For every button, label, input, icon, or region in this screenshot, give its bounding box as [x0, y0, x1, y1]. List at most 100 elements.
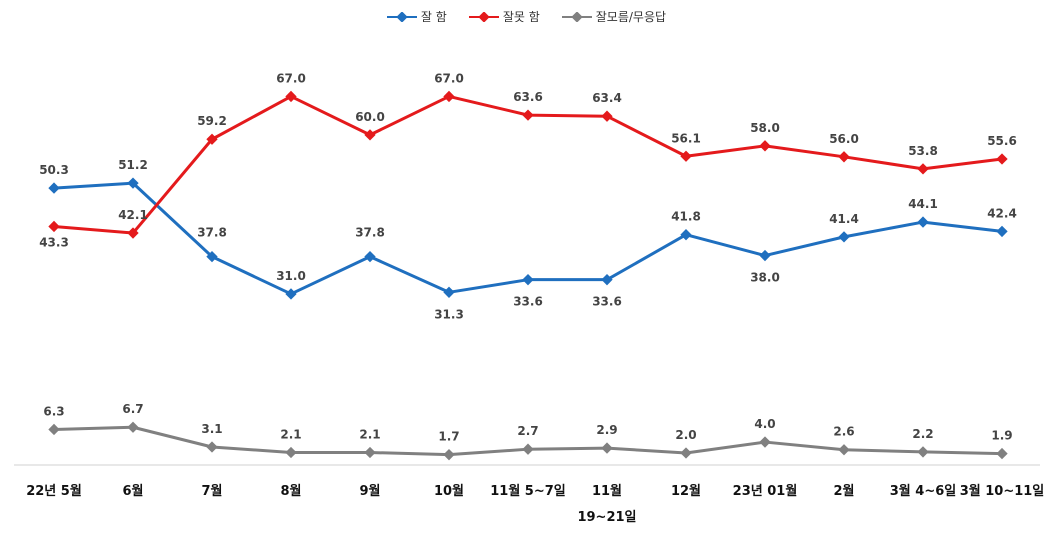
legend-item-unknown: 잘모름/무응답	[561, 8, 667, 25]
legend-label-good: 잘 함	[420, 10, 447, 24]
data-label-s1-6: 63.6	[513, 90, 543, 104]
x-tick-label-5: 10월	[434, 483, 464, 499]
data-point-s0-10	[838, 231, 850, 243]
data-point-s2-4	[364, 446, 376, 459]
data-point-s1-6	[522, 109, 534, 121]
data-label-s2-5: 1.7	[438, 430, 459, 444]
x-tick-label-9: 23년 01월	[733, 483, 798, 499]
data-point-s1-10	[838, 151, 850, 163]
data-point-s0-11	[917, 216, 929, 228]
data-point-s0-0	[48, 182, 60, 194]
data-point-s1-11	[917, 163, 929, 175]
x-tick-label-2: 7월	[201, 483, 222, 499]
data-label-s2-11: 2.2	[912, 427, 933, 441]
data-label-s1-3: 67.0	[276, 71, 306, 85]
chart-legend: 잘 함 잘못 함 잘모름/무응답	[0, 8, 1053, 25]
x-tick-sublabel-7: 19~21일	[577, 510, 636, 525]
data-label-s2-6: 2.7	[517, 424, 538, 438]
data-label-s1-12: 55.6	[987, 134, 1017, 148]
data-label-s0-12: 42.4	[987, 206, 1017, 220]
data-label-s2-3: 2.1	[280, 427, 301, 441]
x-tick-label-8: 12월	[671, 483, 701, 499]
data-label-s1-1: 42.1	[118, 208, 148, 222]
data-point-s1-12	[996, 153, 1008, 165]
data-label-s0-1: 51.2	[118, 158, 148, 172]
data-label-s2-2: 3.1	[201, 422, 222, 436]
data-label-s2-8: 2.0	[675, 428, 696, 442]
data-label-s2-12: 1.9	[991, 429, 1012, 443]
x-tick-label-6: 11월 5~7일	[490, 483, 566, 499]
legend-swatch-unknown	[561, 11, 592, 22]
data-point-s0-1	[127, 177, 139, 189]
data-point-s1-7	[601, 110, 613, 122]
data-point-s2-11	[917, 446, 929, 458]
data-label-s1-5: 67.0	[434, 71, 464, 85]
data-label-s2-1: 6.7	[122, 402, 143, 416]
data-point-s2-12	[996, 447, 1008, 460]
data-label-s0-7: 33.6	[592, 295, 622, 309]
data-label-s1-11: 53.8	[908, 144, 938, 158]
data-label-s2-0: 6.3	[43, 404, 64, 418]
legend-swatch-good	[386, 11, 417, 22]
data-label-s0-6: 33.6	[513, 295, 543, 309]
data-point-s2-0	[48, 423, 60, 436]
data-point-s1-0	[48, 220, 60, 233]
data-label-s1-4: 60.0	[355, 110, 385, 124]
legend-item-bad: 잘못 함	[468, 8, 540, 25]
x-tick-label-7: 11월	[592, 483, 622, 499]
legend-label-bad: 잘못 함	[502, 10, 540, 24]
data-point-s1-4	[364, 129, 376, 141]
legend-swatch-bad	[468, 11, 499, 22]
data-point-s0-12	[996, 225, 1008, 238]
data-label-s2-4: 2.1	[359, 427, 380, 441]
data-point-s2-3	[285, 446, 297, 459]
x-tick-label-0: 22년 5월	[26, 483, 82, 499]
data-label-s1-10: 56.0	[829, 132, 859, 146]
data-point-s0-9	[759, 249, 771, 262]
data-point-s2-8	[680, 447, 692, 459]
data-point-s1-5	[443, 90, 455, 103]
x-tick-label-11: 3월 4~6일	[890, 483, 956, 499]
data-point-s2-2	[206, 441, 218, 453]
data-label-s0-9: 38.0	[750, 271, 780, 285]
data-label-s0-10: 41.4	[829, 212, 859, 226]
data-label-s1-8: 56.1	[671, 131, 701, 145]
data-point-s1-2	[206, 133, 218, 145]
legend-label-unknown: 잘모름/무응답	[595, 10, 667, 24]
legend-item-good: 잘 함	[386, 8, 447, 25]
data-point-s2-1	[127, 421, 139, 433]
data-point-s0-7	[601, 274, 613, 286]
data-point-s1-1	[127, 227, 139, 239]
data-label-s1-9: 58.0	[750, 121, 780, 135]
data-label-s0-0: 50.3	[39, 163, 69, 177]
data-label-s0-8: 41.8	[671, 210, 701, 224]
x-tick-label-4: 9월	[359, 483, 380, 499]
data-label-s0-11: 44.1	[908, 197, 938, 211]
data-label-s0-2: 37.8	[197, 226, 227, 240]
data-label-s1-2: 59.2	[197, 114, 227, 128]
data-label-s2-10: 2.6	[833, 425, 854, 439]
data-point-s2-7	[601, 442, 613, 454]
x-tick-label-3: 8월	[280, 483, 301, 499]
data-label-s1-0: 43.3	[39, 235, 69, 249]
data-point-s0-5	[443, 286, 455, 298]
data-label-s0-3: 31.0	[276, 269, 306, 283]
data-point-s1-9	[759, 140, 771, 152]
data-label-s0-4: 37.8	[355, 226, 385, 240]
data-point-s1-3	[285, 90, 297, 103]
data-point-s0-6	[522, 274, 534, 286]
data-point-s2-9	[759, 436, 771, 448]
data-point-s0-3	[285, 288, 297, 300]
data-label-s0-5: 31.3	[434, 307, 464, 321]
x-tick-label-12: 3월 10~11일	[960, 483, 1045, 499]
data-point-s2-6	[522, 443, 534, 455]
data-point-s2-10	[838, 444, 850, 456]
data-point-s0-8	[680, 229, 692, 241]
data-point-s0-4	[364, 250, 376, 263]
data-label-s2-9: 4.0	[754, 417, 775, 431]
data-point-s2-5	[443, 449, 455, 461]
x-tick-label-1: 6월	[122, 483, 143, 499]
x-tick-label-10: 2월	[833, 483, 854, 499]
data-label-s2-7: 2.9	[596, 423, 617, 437]
